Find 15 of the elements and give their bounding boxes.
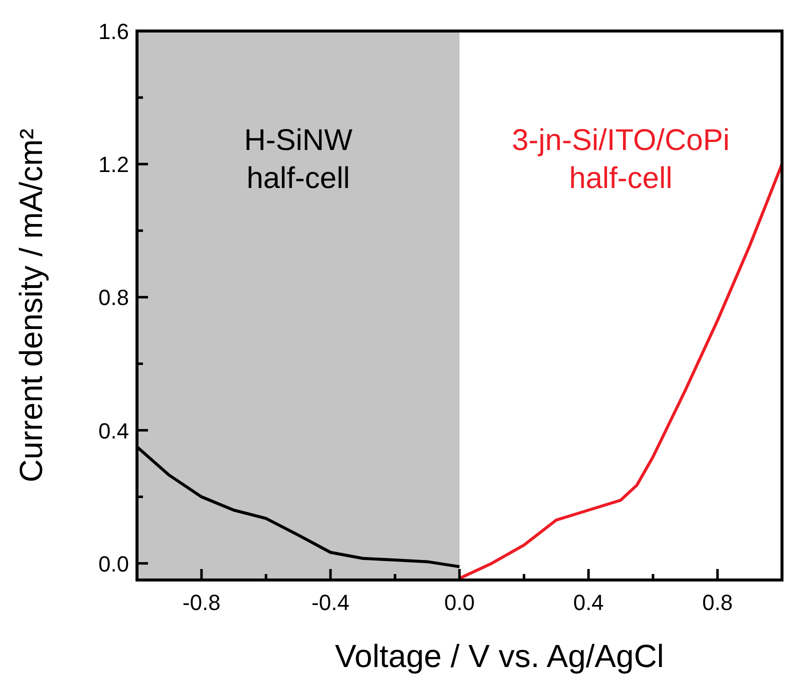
y-tick-label: 0.8 — [98, 285, 129, 310]
text: H-SiNW half-cell — [244, 124, 354, 195]
x-tick-label: -0.4 — [312, 590, 350, 615]
x-tick-label: 0.0 — [444, 590, 475, 615]
line-series — [458, 162, 784, 580]
y-tick-label: 0.4 — [98, 418, 129, 444]
x-tick-label: 0.8 — [702, 590, 733, 615]
x-axis-title: Voltage / V vs. Ag/AgCl — [334, 638, 664, 674]
series-label: 3-jn-Si/ITO/CoPi half-cell — [512, 124, 730, 195]
x-tick-label: -0.8 — [182, 590, 220, 615]
y-axis-title: Current density / mA/cm² — [13, 128, 49, 482]
y-tick-label: 1.6 — [98, 19, 129, 44]
y-tick-label: 0.0 — [98, 551, 129, 576]
y-tick-label: 1.2 — [98, 152, 129, 178]
x-tick-label: 0.4 — [573, 590, 604, 615]
